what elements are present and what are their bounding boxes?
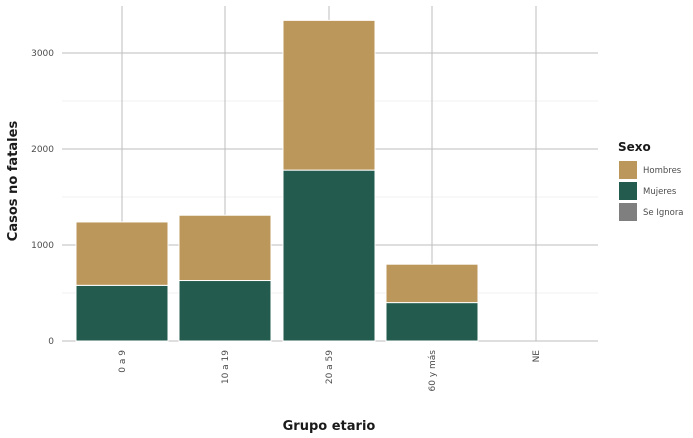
x-axis-ticks: 0 a 9 10 a 19 20 a 59 60 y más NE [118,350,542,392]
y-axis-title: Casos no fatales [6,121,21,242]
x-tick-label: 0 a 9 [118,350,128,373]
legend-label: Se Ignora [643,208,684,218]
bar-segment-mujeres [282,169,376,342]
legend-title: Sexo [618,140,651,154]
legend-label: Hombres [643,166,682,176]
bar-segment-mujeres [178,280,272,342]
y-tick-label: 3000 [31,49,54,59]
x-tick-label: 20 a 59 [325,350,335,384]
bar-segment-mujeres [385,302,479,342]
y-axis-ticks: 0 1000 2000 3000 [31,49,54,347]
bar-segment-hombres [75,221,169,286]
x-tick-label: 60 y más [428,350,438,392]
y-tick-label: 0 [48,337,54,347]
x-axis-title: Grupo etario [283,419,376,434]
x-tick-label: 10 a 19 [221,350,231,384]
legend-label: Mujeres [643,187,677,197]
legend-key [619,161,637,179]
x-tick-label: NE [532,350,542,363]
bar-segment-hombres [178,214,272,282]
legend-key [619,203,637,221]
y-tick-label: 1000 [31,241,54,251]
bar-segment-hombres [385,263,479,304]
legend-key [619,182,637,200]
legend: Sexo Hombres Mujeres Se Ignora [618,140,684,221]
bar-segment-hombres [282,19,376,171]
bars [75,19,479,342]
bar-segment-mujeres [75,284,169,342]
y-tick-label: 2000 [31,145,54,155]
